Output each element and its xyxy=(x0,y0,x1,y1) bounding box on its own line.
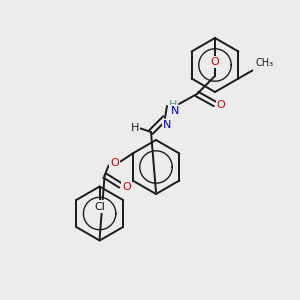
Text: H: H xyxy=(131,123,139,133)
Text: N: N xyxy=(163,120,171,130)
Text: CH₃: CH₃ xyxy=(255,58,274,68)
Text: H: H xyxy=(169,100,177,110)
Text: O: O xyxy=(211,57,219,67)
Text: O: O xyxy=(122,182,131,191)
Text: O: O xyxy=(217,100,225,110)
Text: Cl: Cl xyxy=(94,202,105,212)
Text: O: O xyxy=(110,158,119,169)
Text: N: N xyxy=(171,106,179,116)
